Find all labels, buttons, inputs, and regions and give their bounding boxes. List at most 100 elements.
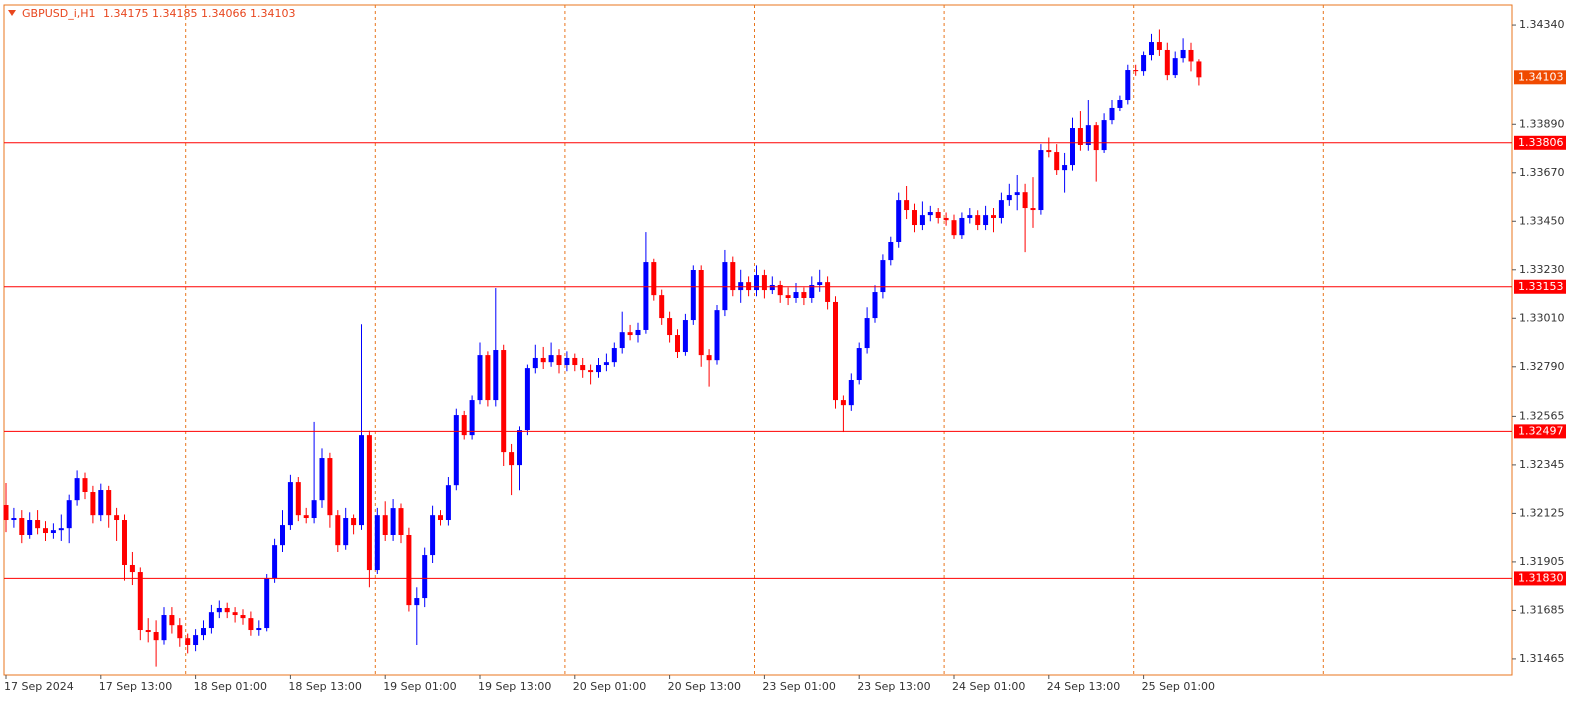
level-label-box	[1514, 571, 1566, 586]
candle-body	[959, 217, 965, 236]
level-label: 1.32497	[1518, 424, 1564, 437]
candle-body	[193, 635, 199, 646]
candle-body	[485, 355, 491, 401]
candle-body	[248, 618, 254, 631]
candle-body	[398, 508, 404, 536]
candle-body	[754, 275, 759, 291]
candle-body	[1030, 208, 1036, 211]
candle-body	[145, 630, 151, 633]
candle-body	[27, 520, 33, 536]
candle-body	[66, 500, 72, 529]
x-tick-label: 25 Sep 01:00	[1142, 680, 1215, 693]
y-tick-label: 1.33230	[1519, 263, 1565, 276]
candle-body	[35, 520, 41, 529]
candle-body	[872, 292, 878, 319]
candle-body	[651, 262, 657, 296]
candle-body	[975, 215, 981, 226]
candle-body	[501, 350, 507, 453]
candle-body	[1077, 128, 1083, 145]
candle-body	[1006, 195, 1012, 201]
candle-body	[295, 482, 301, 516]
candle-body	[935, 212, 941, 218]
candle-body	[414, 598, 420, 606]
candle-body	[461, 415, 467, 436]
level-label: 1.33153	[1518, 280, 1564, 293]
candle-body	[1093, 125, 1099, 151]
candle-body	[1070, 128, 1075, 166]
candle-body	[793, 292, 799, 299]
candle-body	[161, 615, 167, 641]
candle-body	[1149, 42, 1154, 56]
candle-body	[730, 262, 736, 291]
candle-body	[888, 242, 894, 261]
x-tick-label: 18 Sep 01:00	[194, 680, 267, 693]
candle-body	[667, 318, 673, 336]
x-tick-label: 20 Sep 01:00	[573, 680, 646, 693]
candle-body	[1196, 61, 1202, 78]
x-tick-label: 17 Sep 13:00	[99, 680, 172, 693]
candle-body	[287, 482, 293, 526]
candle-body	[240, 615, 246, 619]
x-tick-label: 17 Sep 2024	[4, 680, 74, 693]
candle-body	[580, 365, 586, 371]
candle-body	[1101, 120, 1107, 151]
candle-body	[564, 357, 570, 366]
candle-body	[335, 515, 341, 546]
level-label-box	[1514, 135, 1566, 150]
y-tick-label: 1.32125	[1519, 506, 1565, 519]
candle-body	[714, 310, 720, 361]
candle-body	[137, 572, 143, 631]
y-tick-label: 1.31685	[1519, 603, 1565, 616]
x-tick-label: 24 Sep 01:00	[952, 680, 1025, 693]
candle-body	[1046, 150, 1052, 153]
x-tick-label: 23 Sep 01:00	[762, 680, 835, 693]
candle-body	[769, 284, 775, 291]
candle-body	[82, 478, 88, 493]
candle-body	[256, 628, 262, 631]
collapse-triangle	[8, 10, 16, 16]
candle-body	[1062, 165, 1068, 171]
candle-body	[327, 458, 333, 516]
candle-body	[272, 545, 278, 578]
header-open: 1.34175	[103, 7, 149, 20]
candle-body	[943, 217, 949, 221]
candle-body	[611, 348, 617, 363]
candle-body	[1133, 70, 1139, 72]
y-tick-label: 1.32790	[1519, 360, 1565, 373]
y-tick-label: 1.33010	[1519, 311, 1565, 324]
candle-body	[343, 518, 349, 546]
candle-body	[177, 625, 183, 639]
level-label-box	[1514, 279, 1566, 294]
y-tick-label: 1.33450	[1519, 214, 1565, 227]
candle-body	[809, 284, 815, 299]
candle-body	[722, 262, 728, 311]
candle-body	[635, 329, 641, 336]
candle-body	[90, 492, 96, 516]
candle-body	[627, 332, 633, 336]
y-tick-label: 1.32565	[1519, 409, 1565, 422]
x-tick-label: 23 Sep 13:00	[857, 680, 930, 693]
candle-body	[1085, 125, 1091, 145]
candle-body	[572, 357, 578, 366]
x-tick-label: 24 Sep 13:00	[1047, 680, 1120, 693]
current-price-box	[1514, 70, 1566, 85]
candle-body	[422, 555, 428, 599]
candle-body	[912, 210, 917, 226]
candle-body	[208, 612, 214, 629]
candle-body	[919, 215, 925, 226]
header-close: 1.34103	[250, 7, 296, 20]
candle-body	[596, 365, 601, 373]
candle-body	[896, 200, 902, 243]
candle-body	[319, 458, 325, 501]
candle-body	[374, 515, 380, 571]
candle-body	[904, 200, 910, 211]
candle-body	[880, 260, 886, 293]
candle-body	[682, 320, 688, 353]
level-label: 1.31830	[1518, 571, 1564, 584]
candle-body	[1141, 55, 1147, 72]
candle-body	[122, 520, 127, 565]
candle-body	[106, 490, 112, 516]
candle-body	[548, 355, 554, 363]
